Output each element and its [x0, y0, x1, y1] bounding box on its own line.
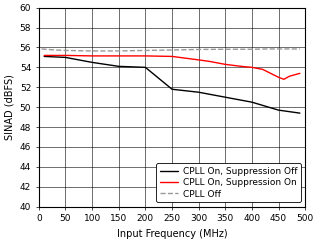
- CPLL On, Suppression On: [117, 54, 121, 57]
- CPLL On, Suppression Off: [64, 56, 67, 59]
- CPLL On, Suppression On: [282, 78, 286, 81]
- CPLL Off: [224, 48, 227, 51]
- X-axis label: Input Frequency (MHz): Input Frequency (MHz): [117, 229, 227, 239]
- CPLL On, Suppression Off: [117, 65, 121, 68]
- CPLL On, Suppression On: [224, 63, 227, 66]
- Line: CPLL On, Suppression On: CPLL On, Suppression On: [44, 55, 300, 79]
- CPLL On, Suppression On: [298, 72, 302, 75]
- CPLL On, Suppression Off: [224, 96, 227, 99]
- CPLL Off: [90, 50, 94, 52]
- CPLL Off: [170, 49, 174, 52]
- CPLL Off: [282, 47, 286, 50]
- Y-axis label: SINAD (dBFS): SINAD (dBFS): [4, 74, 14, 140]
- CPLL Off: [117, 50, 121, 52]
- CPLL On, Suppression On: [90, 54, 94, 57]
- CPLL On, Suppression On: [143, 54, 147, 57]
- CPLL On, Suppression On: [239, 65, 243, 68]
- CPLL On, Suppression On: [170, 55, 174, 58]
- CPLL On, Suppression On: [197, 58, 201, 61]
- Line: CPLL Off: CPLL Off: [42, 49, 300, 51]
- CPLL On, Suppression Off: [90, 61, 94, 64]
- CPLL Off: [250, 48, 254, 51]
- CPLL On, Suppression On: [207, 60, 211, 63]
- CPLL On, Suppression Off: [42, 55, 46, 58]
- CPLL On, Suppression On: [277, 76, 280, 79]
- CPLL Off: [40, 47, 44, 50]
- CPLL On, Suppression On: [42, 54, 46, 57]
- CPLL On, Suppression Off: [143, 66, 147, 69]
- CPLL Off: [197, 48, 201, 51]
- CPLL On, Suppression Off: [250, 101, 254, 104]
- CPLL On, Suppression Off: [197, 91, 201, 94]
- CPLL On, Suppression On: [250, 66, 254, 69]
- CPLL On, Suppression On: [64, 54, 67, 57]
- Legend: CPLL On, Suppression Off, CPLL On, Suppression On, CPLL Off: CPLL On, Suppression Off, CPLL On, Suppr…: [156, 163, 301, 202]
- Line: CPLL On, Suppression Off: CPLL On, Suppression Off: [44, 56, 300, 113]
- CPLL On, Suppression Off: [298, 112, 302, 115]
- CPLL Off: [53, 49, 57, 52]
- CPLL Off: [143, 49, 147, 52]
- CPLL Off: [266, 47, 270, 50]
- CPLL On, Suppression Off: [170, 88, 174, 91]
- CPLL On, Suppression Off: [277, 109, 280, 112]
- CPLL On, Suppression On: [287, 75, 291, 78]
- CPLL On, Suppression On: [261, 68, 265, 71]
- CPLL Off: [298, 47, 302, 50]
- CPLL Off: [64, 49, 67, 52]
